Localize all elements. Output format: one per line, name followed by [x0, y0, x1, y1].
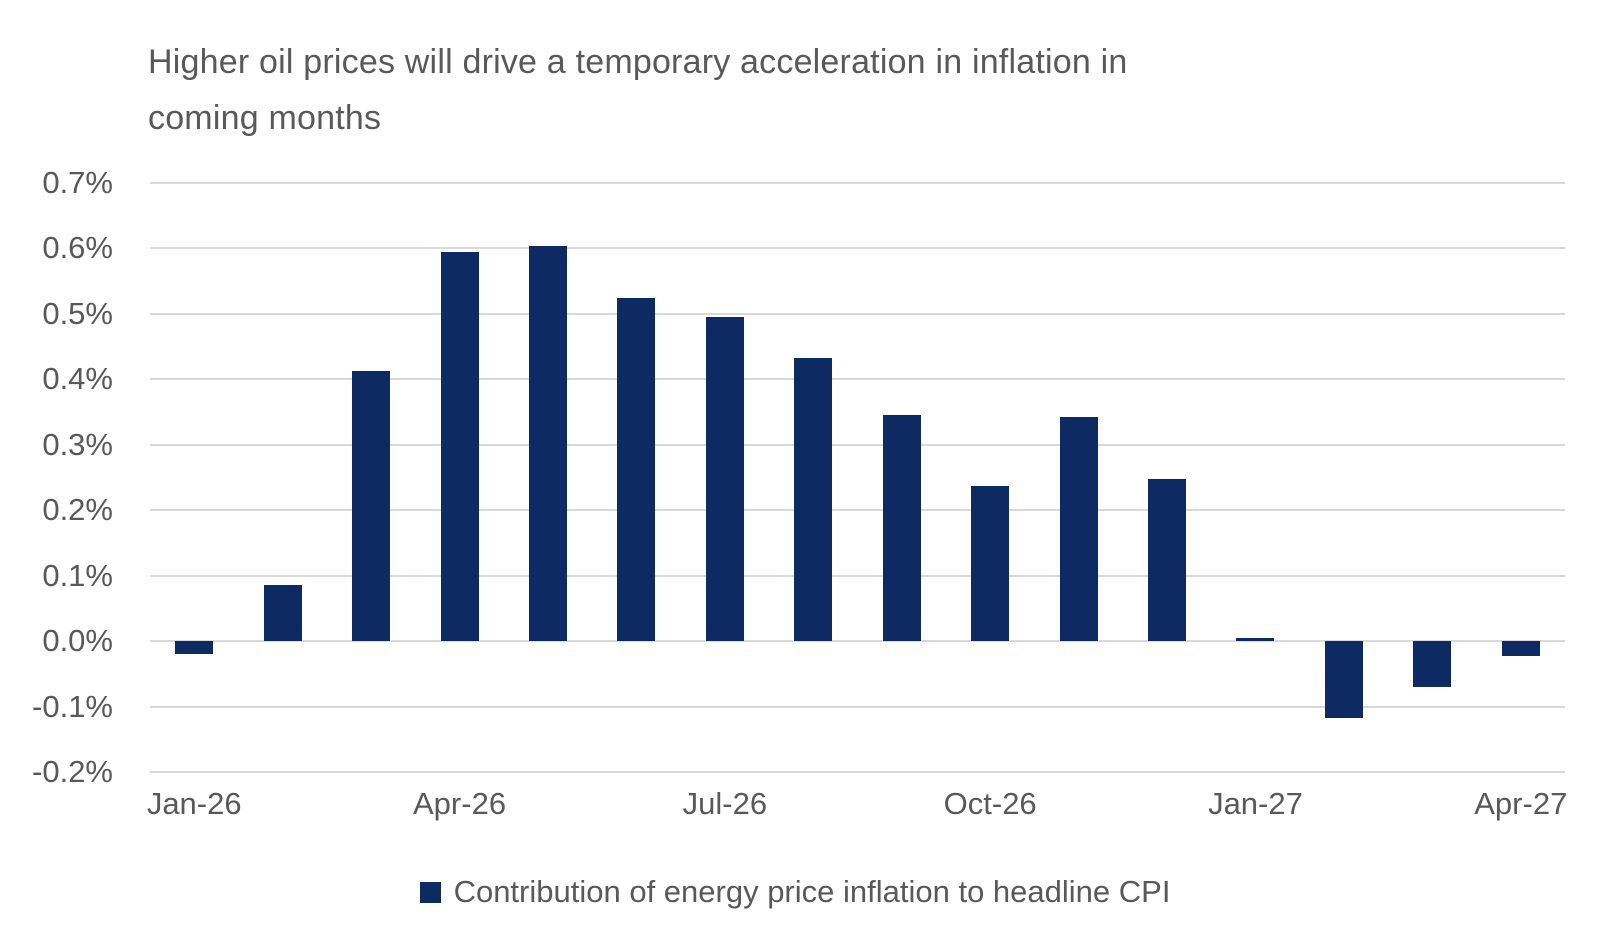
- bar-Sep-26: [882, 415, 921, 642]
- gridline: [150, 574, 1565, 577]
- bar-Apr-27: [1501, 641, 1540, 656]
- bar-Feb-27: [1324, 641, 1363, 719]
- gridline: [150, 771, 1565, 773]
- bar-Jan-26: [175, 641, 214, 655]
- bar-Nov-26: [1059, 416, 1098, 642]
- bar-Dec-26: [1148, 478, 1187, 642]
- bar-Jun-26: [617, 298, 656, 642]
- x-axis-tick-label: Jan-26: [146, 786, 242, 821]
- chart-title-line-2: coming months: [148, 99, 382, 137]
- gridline: [150, 443, 1565, 446]
- y-axis-tick-label: -0.1%: [32, 688, 113, 724]
- bar-Apr-26: [440, 251, 479, 642]
- gridline: [150, 247, 1565, 250]
- bar-May-26: [528, 246, 567, 642]
- legend-marker-square-icon: [419, 881, 441, 903]
- y-axis-tick-label: -0.2%: [32, 754, 113, 789]
- bar-Feb-26: [263, 585, 302, 642]
- legend: Contribution of energy price inflation t…: [0, 874, 1590, 910]
- gridline: [150, 705, 1565, 708]
- x-axis-tick-label: Jan-27: [1208, 786, 1303, 821]
- gridline: [150, 640, 1565, 643]
- y-axis-tick-label: 0.5%: [42, 295, 113, 331]
- gridline: [150, 509, 1565, 512]
- y-axis-tick-label: 0.3%: [42, 426, 113, 462]
- y-axis-tick-label: 0.7%: [42, 165, 113, 200]
- y-axis-tick-label: 0.0%: [42, 623, 113, 659]
- plot-area: [150, 182, 1565, 773]
- bar-Mar-27: [1413, 641, 1452, 687]
- chart-title-line-1: Higher oil prices will drive a temporary…: [148, 43, 1128, 81]
- bar-Jan-27: [1236, 637, 1275, 642]
- y-axis-tick-label: 0.2%: [42, 492, 113, 528]
- gridline: [150, 312, 1565, 315]
- y-axis-tick-label: 0.6%: [42, 230, 113, 266]
- legend-label: Contribution of energy price inflation t…: [453, 874, 1171, 909]
- bar-Mar-26: [352, 370, 391, 642]
- x-axis: Jan-26 Apr-26 Jul-26 Oct-26 Jan-27 Apr-27: [0, 786, 1600, 826]
- bar-Aug-26: [794, 357, 833, 642]
- y-axis-tick-label: 0.4%: [42, 361, 113, 397]
- bar-Jul-26: [705, 317, 744, 642]
- bar-Oct-26: [971, 486, 1010, 642]
- x-axis-tick-label: Jul-26: [682, 786, 768, 821]
- y-axis-tick-label: 0.1%: [42, 557, 113, 593]
- x-axis-tick-label: Apr-26: [413, 786, 507, 821]
- gridline: [150, 182, 1565, 184]
- x-axis-tick-label: Oct-26: [943, 786, 1037, 821]
- chart-title: Higher oil prices will drive a temporary…: [148, 34, 1408, 146]
- y-axis: 0.7% 0.6% 0.5% 0.4% 0.3% 0.2% 0.1% 0.0% -0.1% -0.…: [0, 0, 113, 950]
- x-axis-tick-label: Apr-27: [1474, 786, 1568, 821]
- gridline: [150, 378, 1565, 381]
